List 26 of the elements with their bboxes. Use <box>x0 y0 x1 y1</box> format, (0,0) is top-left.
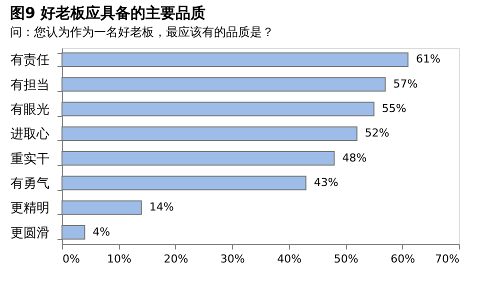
y-tick-label: 有眼光 <box>10 102 50 118</box>
y-tick-label: 重实干 <box>10 152 50 167</box>
x-tick-label: 70% <box>435 252 460 266</box>
x-tick-label: 50% <box>334 252 358 266</box>
chart-title: 图9 好老板应具备的主要品质 <box>10 4 206 22</box>
x-tick-label: 30% <box>220 252 245 266</box>
y-tick-label: 有担当 <box>10 78 50 93</box>
data-label: 57% <box>393 77 418 90</box>
y-tick-label: 进取心 <box>10 126 50 142</box>
data-label: 55% <box>382 102 406 116</box>
data-label: 61% <box>416 52 440 66</box>
y-tick-label: 有勇气 <box>10 176 50 192</box>
y-tick-label: 有责任 <box>10 53 50 68</box>
data-label: 14% <box>149 200 174 214</box>
y-tick-label: 更精明 <box>10 201 50 216</box>
x-tick-label: 10% <box>106 252 132 266</box>
data-label: 43% <box>314 176 338 189</box>
x-tick-label: 20% <box>164 252 188 266</box>
chart-subtitle: 问：您认为作为一名好老板，最应该有的品质是？ <box>10 25 274 39</box>
data-label: 48% <box>342 151 367 164</box>
data-label: 52% <box>364 126 390 140</box>
x-tick-label: 0% <box>62 252 80 266</box>
y-tick-label: 更圆滑 <box>10 226 50 241</box>
data-label: 4% <box>92 225 110 238</box>
x-tick-label: 60% <box>390 252 416 266</box>
x-tick-label: 40% <box>277 252 302 266</box>
